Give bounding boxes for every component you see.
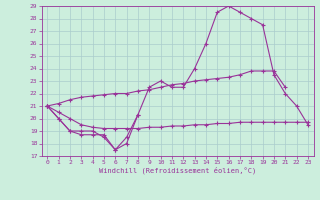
- X-axis label: Windchill (Refroidissement éolien,°C): Windchill (Refroidissement éolien,°C): [99, 167, 256, 174]
